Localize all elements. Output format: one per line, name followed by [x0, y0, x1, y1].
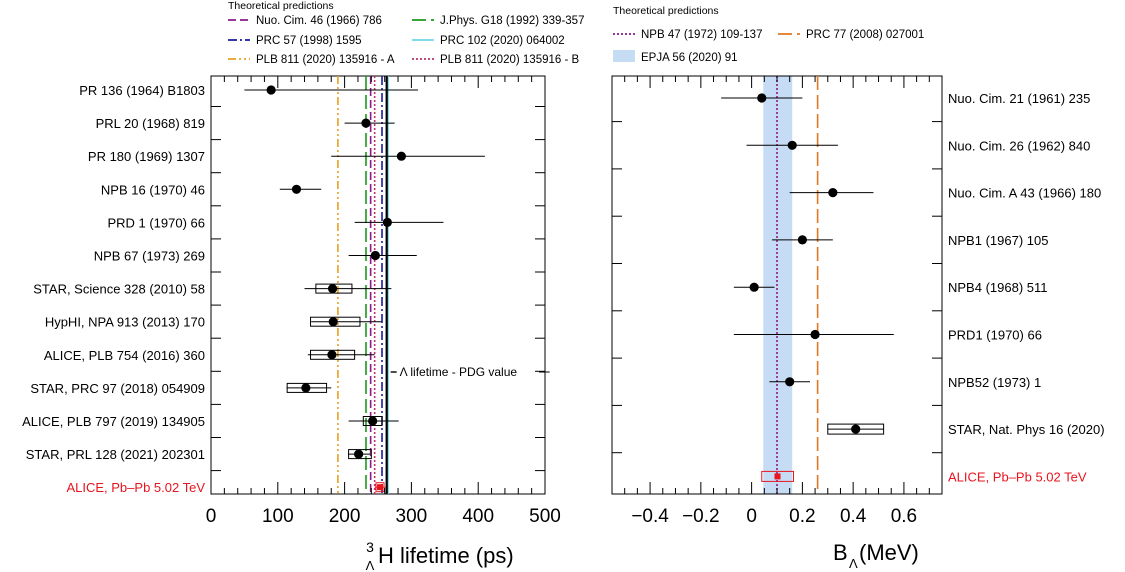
left-row-label-10: ALICE, PLB 797 (2019) 134905 [22, 414, 205, 429]
right-sysbox-8 [761, 470, 794, 482]
left-xtick-label-0: 0 [206, 506, 217, 527]
right-xtick-label-1: −0.2 [682, 506, 720, 527]
left-point-2 [396, 151, 406, 161]
left-legend-label-1: J.Phys. G18 (1992) 339-357 [440, 15, 584, 27]
right-row-label-5: PRD1 (1970) 66 [948, 328, 1042, 343]
left-sysbox-6 [315, 283, 353, 294]
left-row-label-8: ALICE, PLB 754 (2016) 360 [44, 348, 205, 363]
left-sysbox-7 [310, 316, 361, 327]
right-legend-label-1: PRC 77 (2008) 027001 [806, 29, 924, 41]
left-point-6 [327, 284, 338, 294]
right-point-0 [757, 93, 767, 103]
left-row-label-12: ALICE, Pb–Pb 5.02 TeV [66, 480, 205, 495]
right-row-label-8: ALICE, Pb–Pb 5.02 TeV [948, 469, 1087, 484]
right-point-3 [797, 235, 807, 245]
left-point-12 [377, 484, 384, 491]
left-row-label-11: STAR, PRL 128 (2021) 202301 [26, 447, 205, 462]
left-legend-label-2: PRC 57 (1998) 1595 [256, 35, 361, 47]
left-sysbox-9 [286, 382, 328, 393]
right-point-2 [828, 188, 838, 198]
right-point-7 [851, 424, 861, 434]
right-xtick-label-2: 0 [746, 506, 757, 527]
left-point-7 [328, 317, 338, 327]
right-row-label-3: NPB1 (1967) 105 [948, 233, 1048, 248]
left-xtick-label-1: 100 [262, 506, 294, 527]
right-point-1 [787, 140, 797, 150]
left-sysbox-11 [348, 449, 372, 460]
right-point-8 [774, 473, 781, 480]
right-point-6 [785, 377, 795, 387]
left-legend-label-5: PLB 811 (2020) 135916 - B [440, 54, 579, 66]
left-sysbox-12 [375, 482, 385, 493]
left-point-10 [368, 416, 378, 426]
left-xlabel-sub: Λ [366, 558, 375, 572]
left-row-label-0: PR 136 (1964) B1803 [79, 83, 205, 98]
left-point-8 [327, 350, 337, 360]
left-point-5 [370, 250, 380, 261]
left-legend-label-3: PRC 102 (2020) 064002 [440, 35, 565, 47]
left-legend-label-0: Nuo. Cim. 46 (1966) 786 [256, 15, 382, 27]
left-plot-frame [210, 75, 546, 495]
left-point-9 [301, 383, 311, 393]
left-xlabel-sup: 3 [366, 539, 374, 555]
right-xtick-label-0: −0.4 [631, 506, 669, 527]
right-legend: Theoretical predictions [613, 5, 719, 17]
left-xlabel-main: H lifetime (ps) [378, 543, 514, 568]
right-point-5 [810, 329, 820, 340]
left-xtick-label-4: 400 [462, 506, 494, 527]
left-row-label-4: PRD 1 (1970) 66 [107, 215, 205, 230]
right-xtick-label-5: 0.6 [891, 506, 917, 527]
left-point-11 [354, 449, 364, 459]
right-legend-band-label: EPJA 56 (2020) 91 [641, 52, 738, 64]
left-row-label-6: STAR, Science 328 (2010) 58 [33, 282, 205, 297]
right-row-label-0: Nuo. Cim. 21 (1961) 235 [948, 91, 1090, 106]
left-legend-label-4: PLB 811 (2020) 135916 - A [256, 54, 395, 66]
left-xtick-label-2: 200 [329, 506, 361, 527]
left-row-label-2: PR 180 (1969) 1307 [88, 149, 205, 164]
right-legend-band-swatch [613, 50, 635, 62]
left-row-label-9: STAR, PRC 97 (2018) 054909 [30, 381, 205, 396]
right-row-label-7: STAR, Nat. Phys 16 (2020) [948, 422, 1105, 437]
right-legend-label-0: NPB 47 (1972) 109-137 [641, 29, 762, 41]
right-legend-title: Theoretical predictions [613, 5, 719, 17]
pdg-label: Λ lifetime - PDG value [400, 365, 518, 379]
right-point-4 [749, 282, 759, 292]
right-row-label-4: NPB4 (1968) 511 [948, 280, 1048, 295]
left-point-3 [291, 184, 302, 194]
right-xtick-label-4: 0.4 [840, 506, 867, 527]
right-row-label-2: Nuo. Cim. A 43 (1966) 180 [948, 186, 1101, 201]
left-point-4 [382, 217, 392, 227]
right-xlabel-sub: Λ [849, 556, 858, 571]
left-legend-title: Theoretical predictions [228, 0, 334, 12]
left-row-label-5: NPB 67 (1973) 269 [94, 249, 205, 264]
left-xtick-label-3: 300 [396, 506, 428, 527]
left-point-0 [266, 85, 276, 95]
right-row-label-1: Nuo. Cim. 26 (1962) 840 [948, 138, 1090, 153]
right-xtick-label-3: 0.2 [789, 506, 815, 527]
left-xtick-label-5: 500 [529, 506, 561, 527]
left-point-1 [361, 118, 371, 128]
right-xlabel-main: B [833, 540, 848, 565]
left-legend: Theoretical predictions [228, 0, 334, 12]
left-row-label-1: PRL 20 (1968) 819 [96, 116, 205, 131]
left-row-label-3: NPB 16 (1970) 46 [101, 182, 205, 197]
right-xlabel-unit: (MeV) [859, 540, 919, 565]
left-row-label-7: HypHI, NPA 913 (2013) 170 [45, 315, 205, 330]
right-row-label-6: NPB52 (1973) 1 [948, 375, 1041, 390]
